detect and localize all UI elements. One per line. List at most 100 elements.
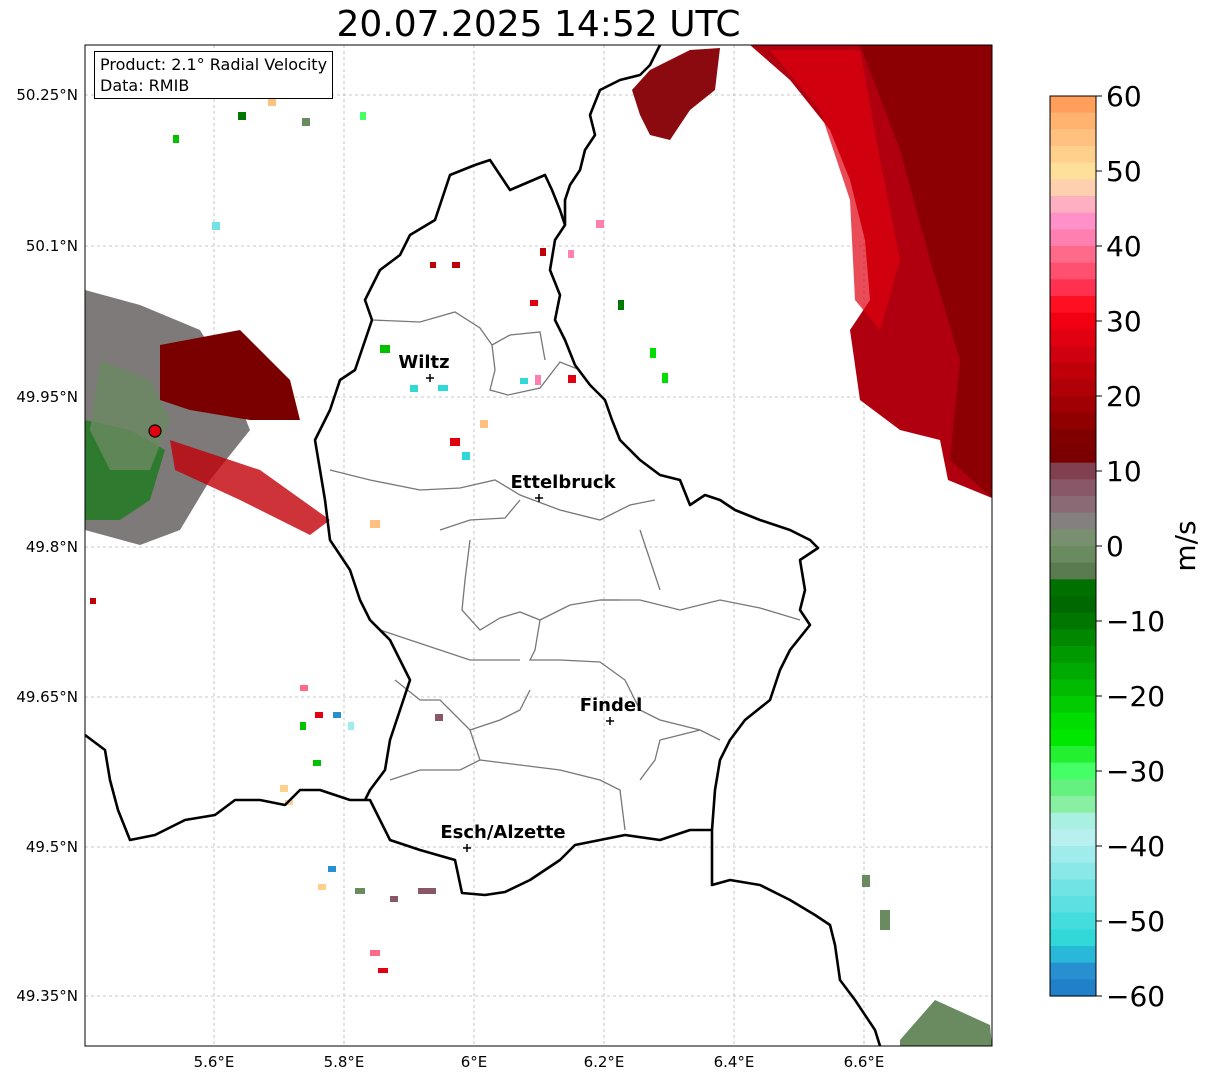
colorbar-segment bbox=[1050, 712, 1096, 730]
colorbar-segment bbox=[1050, 512, 1096, 530]
country-borders bbox=[84, 44, 882, 1047]
colorbar-segment bbox=[1050, 879, 1096, 897]
colorbar-segment bbox=[1050, 729, 1096, 747]
echo-ne-dark-core bbox=[860, 45, 992, 498]
lat-label: 49.95°N bbox=[16, 388, 78, 406]
colorbar-segment bbox=[1050, 379, 1096, 397]
colorbar-unit: m/s bbox=[1169, 520, 1202, 571]
lat-label: 49.35°N bbox=[16, 987, 78, 1005]
radar-site-clutter bbox=[85, 290, 330, 545]
lon-label: 6.6°E bbox=[844, 1053, 885, 1071]
colorbar-segments bbox=[1050, 96, 1096, 997]
city-label-esch-alzette: Esch/Alzette bbox=[440, 822, 565, 843]
colorbar-segment bbox=[1050, 362, 1096, 380]
colorbar-segment bbox=[1050, 146, 1096, 164]
colorbar-segment bbox=[1050, 96, 1096, 114]
latitude-labels: 50.25°N 50.1°N 49.95°N 49.8°N 49.65°N 49… bbox=[16, 86, 78, 1005]
map-title: 20.07.2025 14:52 UTC bbox=[336, 4, 741, 45]
colorbar-tick-label: 60 bbox=[1106, 80, 1142, 113]
colorbar-ticks: 60 50 40 30 20 10 0 −10 −20 −30 −40 −50 −60 bbox=[1096, 80, 1165, 1013]
colorbar-tick-label: −50 bbox=[1106, 905, 1165, 938]
colorbar-segment bbox=[1050, 262, 1096, 280]
colorbar-tick-label: −40 bbox=[1106, 830, 1165, 863]
colorbar-segment bbox=[1050, 862, 1096, 880]
colorbar-segment bbox=[1050, 596, 1096, 614]
colorbar-segment bbox=[1050, 912, 1096, 930]
colorbar-segment bbox=[1050, 329, 1096, 347]
city-label-ettelbruck: Ettelbruck bbox=[510, 472, 616, 493]
lat-label: 49.8°N bbox=[26, 538, 78, 556]
lat-label: 50.1°N bbox=[26, 237, 78, 255]
colorbar-tick-label: 0 bbox=[1106, 530, 1124, 563]
colorbar-tick-label: 30 bbox=[1106, 305, 1142, 338]
colorbar-segment bbox=[1050, 212, 1096, 230]
colorbar-segment bbox=[1050, 296, 1096, 314]
product-info-box: Product: 2.1° Radial Velocity Data: RMIB bbox=[94, 51, 334, 99]
colorbar-segment bbox=[1050, 929, 1096, 947]
colorbar-segment bbox=[1050, 812, 1096, 830]
colorbar-tick-label: −20 bbox=[1106, 680, 1165, 713]
colorbar-segment bbox=[1050, 229, 1096, 247]
colorbar-tick-label: 40 bbox=[1106, 230, 1142, 263]
colorbar-tick-label: −60 bbox=[1106, 980, 1165, 1013]
colorbar-segment bbox=[1050, 546, 1096, 564]
colorbar-segment bbox=[1050, 579, 1096, 597]
colorbar-segment bbox=[1050, 179, 1096, 197]
echo-ne-bright-band bbox=[770, 50, 900, 330]
colorbar: 60 50 40 30 20 10 0 −10 −20 −30 −40 −50 −60 m/s bbox=[1049, 80, 1202, 1013]
colorbar-segment bbox=[1050, 129, 1096, 147]
colorbar-tick-label: 10 bbox=[1106, 455, 1142, 488]
radar-site-marker bbox=[148, 424, 162, 438]
colorbar-segment bbox=[1050, 446, 1096, 464]
colorbar-segment bbox=[1050, 562, 1096, 580]
colorbar-segment bbox=[1050, 746, 1096, 764]
colorbar-segment bbox=[1050, 829, 1096, 847]
map-frame bbox=[84, 44, 993, 1047]
colorbar-segment bbox=[1050, 396, 1096, 414]
colorbar-tick-label: −30 bbox=[1106, 755, 1165, 788]
colorbar-segment bbox=[1050, 196, 1096, 214]
colorbar-segment bbox=[1050, 312, 1096, 330]
colorbar-segment bbox=[1050, 246, 1096, 264]
data-source-label: Data: RMIB bbox=[100, 76, 190, 95]
lat-label: 49.65°N bbox=[16, 688, 78, 706]
echo-north-cluster bbox=[632, 48, 720, 140]
lon-label: 6.2°E bbox=[584, 1053, 625, 1071]
lon-label: 5.8°E bbox=[324, 1053, 365, 1071]
canton-boundaries bbox=[329, 311, 801, 831]
colorbar-segment bbox=[1050, 762, 1096, 780]
colorbar-segment bbox=[1050, 479, 1096, 497]
colorbar-segment bbox=[1050, 796, 1096, 814]
colorbar-segment bbox=[1050, 962, 1096, 980]
colorbar-segment bbox=[1050, 946, 1096, 964]
lon-label: 6°E bbox=[461, 1053, 488, 1071]
city-label-findel: Findel bbox=[580, 695, 643, 716]
colorbar-segment bbox=[1050, 779, 1096, 797]
colorbar-segment bbox=[1050, 496, 1096, 514]
colorbar-segment bbox=[1050, 412, 1096, 430]
colorbar-segment bbox=[1050, 662, 1096, 680]
colorbar-tick-label: 50 bbox=[1106, 155, 1142, 188]
city-label-wiltz: Wiltz bbox=[398, 352, 449, 373]
colorbar-segment bbox=[1050, 612, 1096, 630]
colorbar-segment bbox=[1050, 429, 1096, 447]
colorbar-segment bbox=[1050, 112, 1096, 130]
colorbar-segment bbox=[1050, 629, 1096, 647]
colorbar-segment bbox=[1050, 279, 1096, 297]
city-markers: Wiltz Ettelbruck Findel Esch/Alzette bbox=[398, 352, 642, 852]
colorbar-segment bbox=[1050, 979, 1096, 997]
colorbar-tick-label: −10 bbox=[1106, 605, 1165, 638]
colorbar-segment bbox=[1050, 529, 1096, 547]
colorbar-segment bbox=[1050, 846, 1096, 864]
colorbar-segment bbox=[1050, 462, 1096, 480]
colorbar-segment bbox=[1050, 679, 1096, 697]
lon-label: 6.4°E bbox=[714, 1053, 755, 1071]
longitude-labels: 5.6°E 5.8°E 6°E 6.2°E 6.4°E 6.6°E bbox=[194, 1053, 885, 1071]
lon-label: 5.6°E bbox=[194, 1053, 235, 1071]
colorbar-tick-label: 20 bbox=[1106, 380, 1142, 413]
colorbar-segment bbox=[1050, 346, 1096, 364]
lat-label: 49.5°N bbox=[26, 838, 78, 856]
lat-label: 50.25°N bbox=[16, 86, 78, 104]
colorbar-segment bbox=[1050, 646, 1096, 664]
